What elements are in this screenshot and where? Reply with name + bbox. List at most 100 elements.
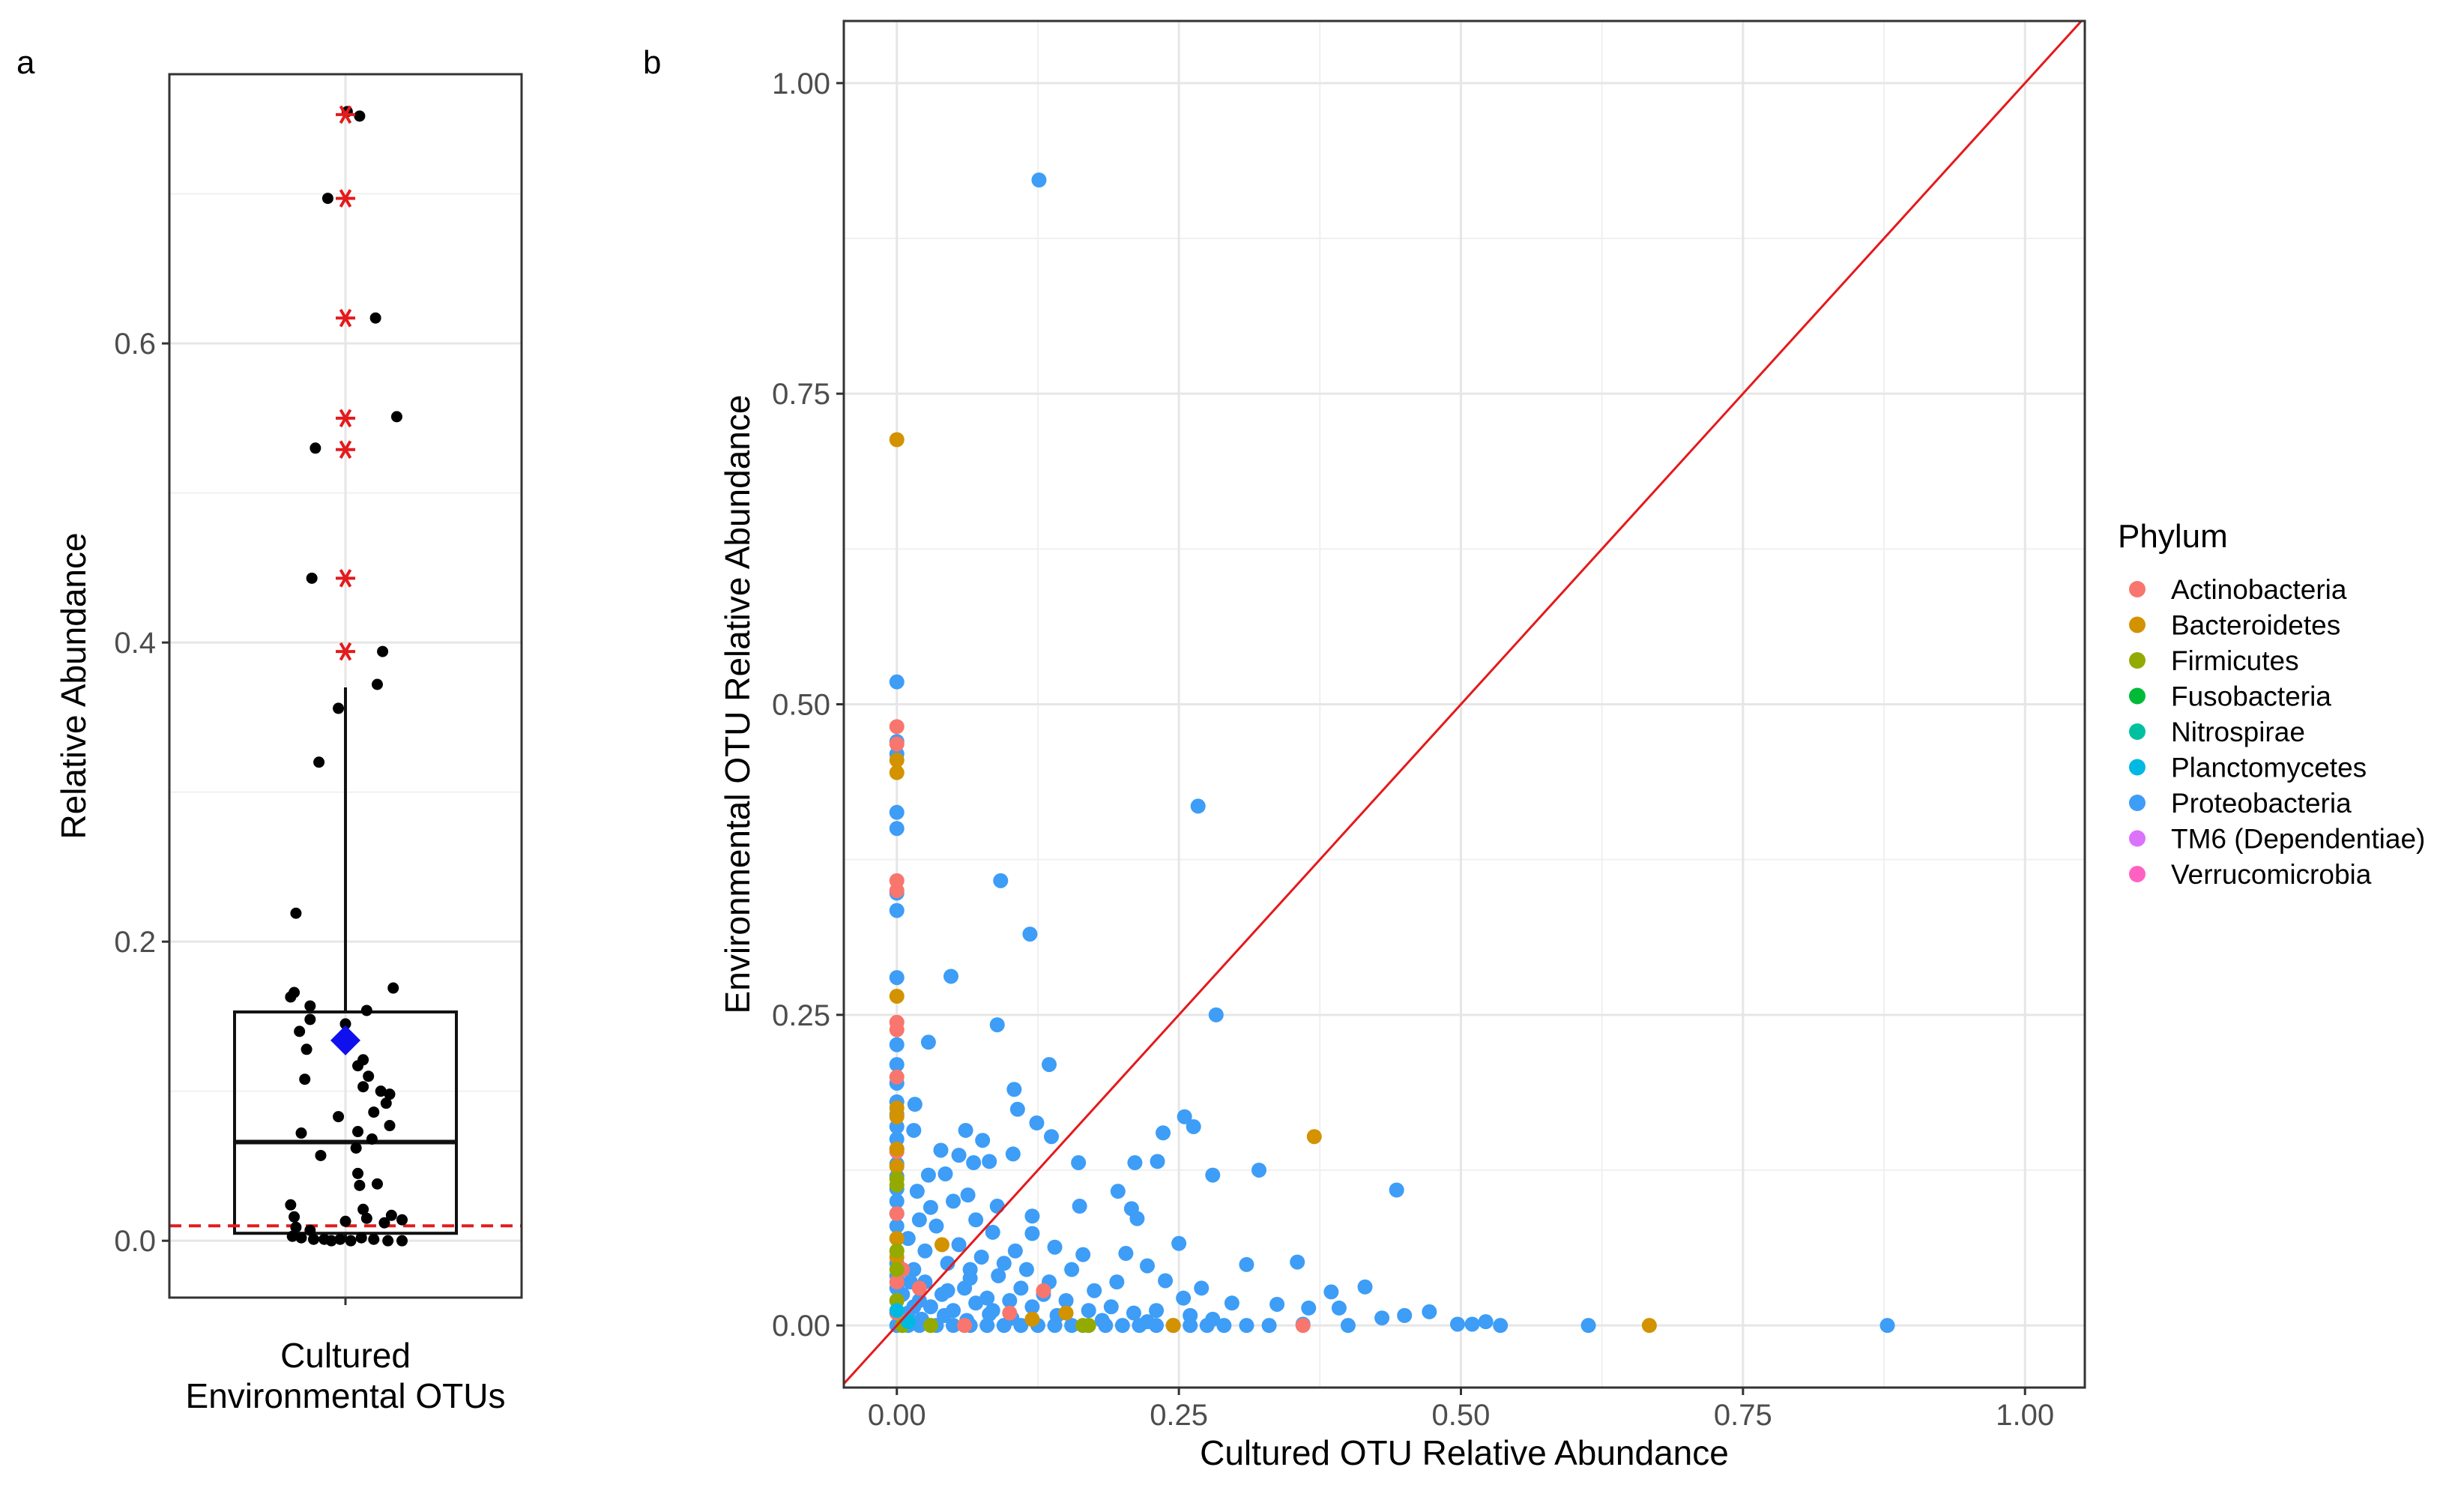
point (957, 1318, 973, 1334)
point (943, 969, 959, 984)
point (1024, 1226, 1040, 1241)
point (889, 1231, 905, 1247)
point (934, 1237, 949, 1253)
panel-b-x-axis: 0.00 0.25 0.50 0.75 1.00 (868, 1388, 2054, 1432)
point (286, 1230, 298, 1242)
point (889, 674, 905, 690)
series-actinobacteria (889, 719, 1311, 1334)
y-tick-label: 0.0 (114, 1225, 156, 1258)
point (1449, 1316, 1465, 1332)
panel-a: a 0.0 0.2 0.4 0.6 Relative Abundance Cultur… (16, 44, 523, 1415)
point (889, 1159, 905, 1175)
point (1205, 1167, 1221, 1183)
point (951, 1148, 967, 1163)
panel-b-y-axis-label: Environmental OTU Relative Abundance (718, 395, 757, 1014)
point (889, 1109, 905, 1124)
point (306, 572, 318, 584)
point (1118, 1246, 1134, 1262)
outlier-stroke (339, 642, 352, 661)
point (1031, 172, 1047, 188)
point (889, 753, 905, 768)
point (1224, 1295, 1239, 1311)
point (1641, 1318, 1657, 1334)
point (375, 1085, 387, 1097)
y-tick-label: 0.6 (114, 328, 156, 361)
outlier-stroke (339, 409, 352, 428)
point (933, 1142, 949, 1158)
point (911, 1280, 927, 1296)
point (355, 1232, 367, 1244)
point (889, 1274, 905, 1290)
point (1251, 1162, 1267, 1178)
point (960, 1187, 976, 1203)
legend-swatch (2129, 830, 2146, 847)
legend-items: Actinobacteria Bacteroidetes Firmicutes Fus… (2129, 574, 2425, 890)
point (968, 1212, 984, 1228)
point (1156, 1125, 1171, 1141)
point (366, 1133, 378, 1145)
point (1216, 1318, 1232, 1334)
legend-title: Phylum (2118, 518, 2228, 555)
panel-b-points (889, 172, 1895, 1334)
point (1072, 1199, 1087, 1214)
y-tick-label: 0.00 (772, 1310, 830, 1343)
point (889, 1303, 905, 1319)
point (1194, 1280, 1210, 1296)
point (363, 1070, 375, 1082)
outlier-stroke (339, 440, 352, 460)
point (889, 1069, 905, 1085)
legend-label: Actinobacteria (2171, 574, 2347, 605)
point (889, 765, 905, 780)
point (996, 1256, 1012, 1271)
point (368, 1233, 380, 1245)
point (900, 1314, 916, 1330)
point (889, 1141, 905, 1157)
point (1374, 1310, 1390, 1326)
point (1139, 1258, 1155, 1274)
legend-swatch (2129, 723, 2146, 740)
point (1357, 1279, 1373, 1295)
point (1323, 1284, 1339, 1300)
point (1002, 1292, 1018, 1308)
point (1044, 1129, 1060, 1145)
point (339, 1215, 351, 1227)
legend-swatch (2129, 866, 2146, 882)
panel-a-y-axis-label: Relative Abundance (54, 532, 93, 839)
outlier-marker (336, 189, 355, 208)
point (979, 1290, 995, 1306)
point (350, 1142, 362, 1154)
point (1171, 1235, 1187, 1251)
point (1041, 1057, 1057, 1073)
point (299, 1073, 311, 1085)
panel-b-label: b (643, 44, 661, 81)
point (889, 1057, 905, 1073)
point (1493, 1318, 1509, 1334)
point (1150, 1154, 1165, 1169)
point (940, 1283, 955, 1298)
point (354, 1179, 366, 1191)
point (889, 1037, 905, 1052)
point (906, 1122, 922, 1138)
point (923, 1318, 938, 1334)
outlier-marker (336, 308, 355, 328)
legend-label: TM6 (Dependentiae) (2171, 824, 2425, 855)
point (1036, 1283, 1051, 1298)
point (1018, 1262, 1034, 1277)
point (1183, 1307, 1198, 1323)
legend-item: TM6 (Dependentiae) (2129, 824, 2425, 855)
point (1478, 1314, 1494, 1330)
legend-swatch (2129, 759, 2146, 776)
panel-a-outliers (336, 105, 355, 661)
point (1205, 1311, 1221, 1327)
point (991, 1268, 1006, 1283)
point (1186, 1118, 1201, 1134)
panel-a-x-category-line-2: Environmental OTUs (186, 1376, 506, 1415)
point (1094, 1313, 1110, 1328)
point (315, 1149, 327, 1161)
point (352, 1167, 364, 1179)
point (1165, 1318, 1181, 1334)
point (354, 110, 366, 122)
point (900, 1231, 916, 1247)
point (920, 1034, 936, 1050)
legend-label: Planctomycetes (2171, 753, 2367, 783)
